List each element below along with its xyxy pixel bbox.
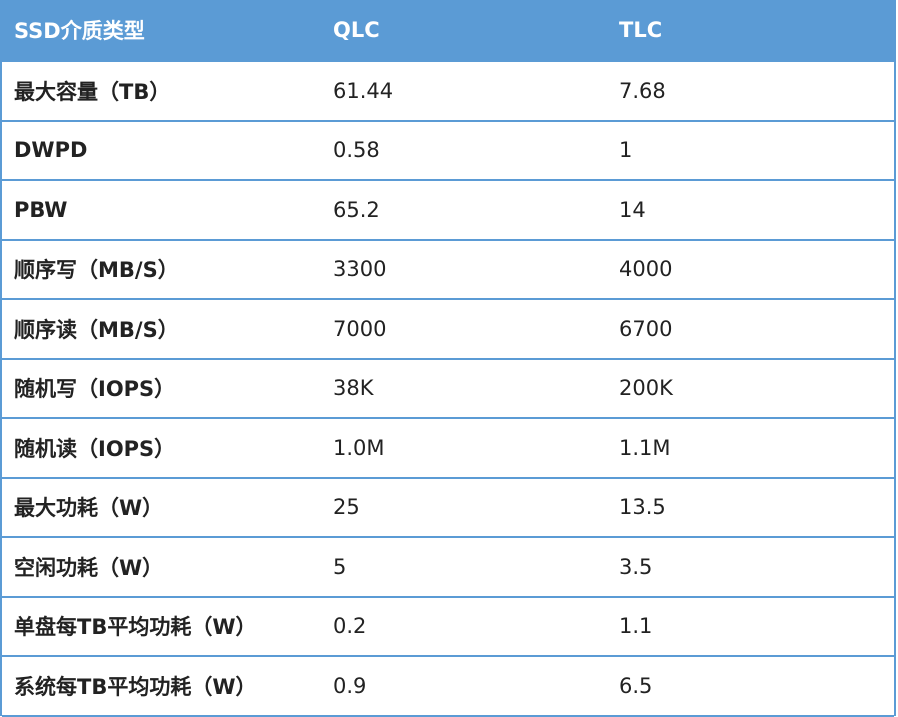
table-row: 顺序写（MB/S） 3300 4000 — [2, 241, 894, 300]
row-label: 空闲功耗（W） — [14, 555, 164, 580]
table-row: 随机写（IOPS） 38K 200K — [2, 360, 894, 419]
row-label: DWPD — [14, 138, 88, 163]
table-cell: 61.44 — [333, 78, 394, 103]
header-cell: QLC — [333, 18, 380, 42]
table-cell: 0.2 — [333, 614, 367, 639]
table-row: 系统每TB平均功耗（W） 0.9 6.5 — [2, 657, 894, 717]
table-cell: 65.2 — [333, 197, 380, 222]
row-label: 随机读（IOPS） — [14, 436, 176, 461]
table-row: 随机读（IOPS） 1.0M 1.1M — [2, 419, 894, 479]
table-cell: 5 — [333, 554, 347, 579]
row-label: 最大容量（TB） — [14, 79, 171, 104]
table-cell: 14 — [619, 197, 646, 222]
table-row: DWPD 0.58 1 — [2, 122, 894, 181]
row-label: 单盘每TB平均功耗（W） — [14, 615, 257, 640]
table-cell: 25 — [333, 495, 360, 520]
table-cell: 4000 — [619, 257, 673, 282]
table-cell: 3300 — [333, 257, 387, 282]
table-cell: 1.1 — [619, 614, 653, 639]
header-cell: SSD介质类型 — [14, 19, 145, 43]
table-cell: 1 — [619, 138, 633, 163]
table-row: 最大功耗（W） 25 13.5 — [2, 479, 894, 538]
table-cell: 6.5 — [619, 673, 653, 698]
table-cell: 13.5 — [619, 495, 666, 520]
table-row: 顺序读（MB/S） 7000 6700 — [2, 300, 894, 360]
table-row: 单盘每TB平均功耗（W） 0.2 1.1 — [2, 598, 894, 657]
table-cell: 38K — [333, 376, 374, 401]
table-cell: 7000 — [333, 316, 387, 341]
row-label: 最大功耗（W） — [14, 496, 164, 521]
row-label: PBW — [14, 197, 68, 222]
table-cell: 1.1M — [619, 435, 671, 460]
table-cell: 200K — [619, 376, 673, 401]
table-row: 最大容量（TB） 61.44 7.68 — [2, 62, 894, 122]
table-cell: 3.5 — [619, 554, 653, 579]
table-cell: 6700 — [619, 316, 673, 341]
row-label: 系统每TB平均功耗（W） — [14, 674, 257, 699]
table-cell: 7.68 — [619, 78, 666, 103]
row-label: 顺序写（MB/S） — [14, 258, 179, 283]
table-cell: 1.0M — [333, 435, 385, 460]
table-cell: 0.58 — [333, 138, 380, 163]
header-row: SSD介质类型 QLC TLC — [2, 0, 894, 62]
row-label: 随机写（IOPS） — [14, 377, 176, 402]
header-cell: TLC — [619, 18, 663, 42]
row-label: 顺序读（MB/S） — [14, 317, 179, 342]
table-row: PBW 65.2 14 — [2, 181, 894, 241]
table-cell: 0.9 — [333, 673, 367, 698]
table-row: 空闲功耗（W） 5 3.5 — [2, 538, 894, 598]
